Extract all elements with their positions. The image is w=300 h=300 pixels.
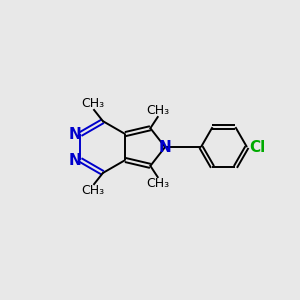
- Text: CH₃: CH₃: [81, 97, 104, 110]
- Text: N: N: [69, 127, 82, 142]
- Text: CH₃: CH₃: [81, 184, 104, 197]
- Text: CH₃: CH₃: [146, 177, 169, 190]
- Text: N: N: [69, 152, 82, 167]
- Text: N: N: [159, 140, 172, 154]
- Text: Cl: Cl: [249, 140, 266, 154]
- Text: CH₃: CH₃: [146, 104, 169, 117]
